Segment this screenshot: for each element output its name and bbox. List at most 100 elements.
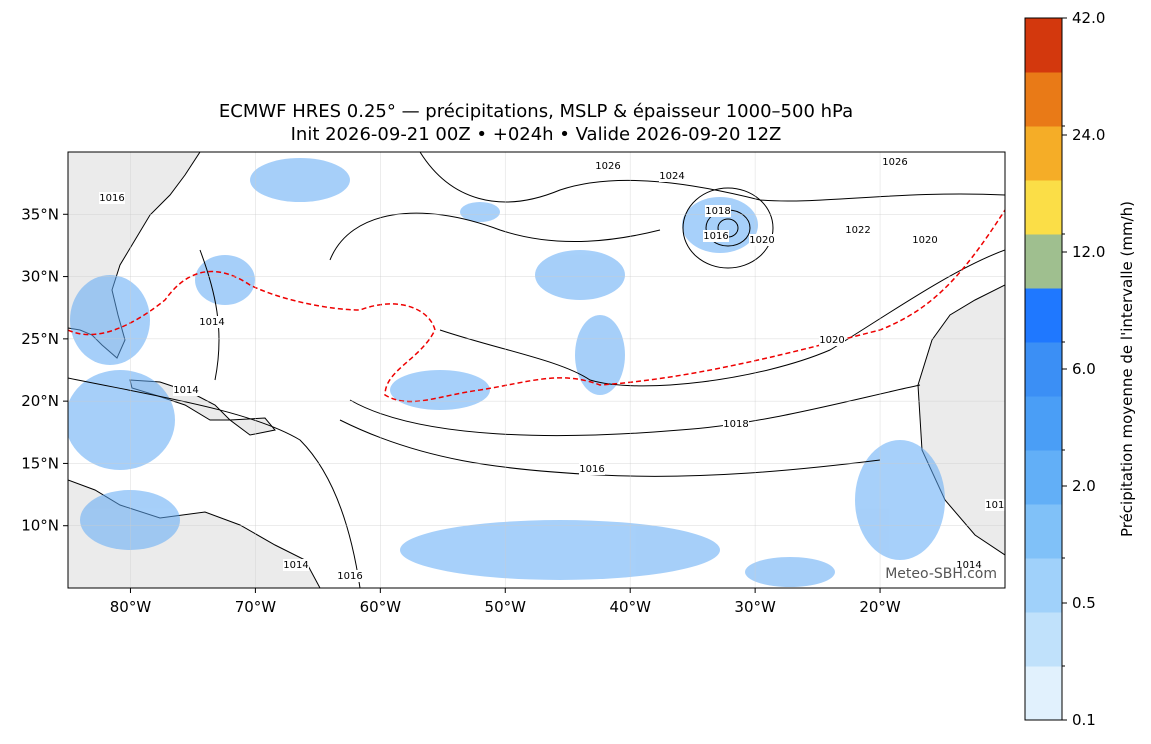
colorbar-tick-label: 42.0 xyxy=(1072,9,1105,27)
y-tick-label: 35°N xyxy=(21,205,59,223)
colorbar-band xyxy=(1025,234,1062,289)
isobar-label: 1018 xyxy=(723,419,748,430)
colorbar-tick-label: 12.0 xyxy=(1072,243,1105,261)
colorbar-tick-label: 2.0 xyxy=(1072,477,1096,495)
isobar-labels: 1026 1024 1026 1016 1018 1016 1020 1022 1020 1020… xyxy=(99,156,1010,582)
isobar-label: 1026 xyxy=(595,161,620,172)
isobars xyxy=(68,152,1005,588)
precip-area xyxy=(80,490,180,550)
precip-area xyxy=(682,197,758,253)
precip-area xyxy=(68,370,175,470)
colorbar-band xyxy=(1025,342,1062,397)
isobar-label: 1014 xyxy=(956,560,981,571)
isobar-label: 1020 xyxy=(912,235,937,246)
colorbar-tick-label: 0.5 xyxy=(1072,594,1096,612)
precip-area xyxy=(250,158,350,202)
y-tick-label: 25°N xyxy=(21,330,59,348)
isobar-label: 1020 xyxy=(819,335,844,346)
isobar-label-bg xyxy=(659,170,685,182)
precip-area xyxy=(745,557,835,587)
colorbar-tick-label: 6.0 xyxy=(1072,360,1096,378)
y-tick-label: 15°N xyxy=(21,454,59,472)
y-tick-label: 10°N xyxy=(21,517,59,535)
colorbar-band xyxy=(1025,558,1062,613)
colorbar-band xyxy=(1025,612,1062,667)
x-tick-label: 40°W xyxy=(609,598,651,616)
precip-area xyxy=(390,370,490,410)
isobar-label-bg xyxy=(845,224,871,236)
y-tick-label: 30°N xyxy=(21,268,59,286)
isobar-label-bg xyxy=(882,156,908,168)
isobar-label: 1014 xyxy=(283,560,308,571)
isobar xyxy=(329,212,661,261)
x-tick-label: 80°W xyxy=(110,598,152,616)
colorbar-band xyxy=(1025,126,1062,181)
y-tick-label: 20°N xyxy=(21,392,59,410)
precip-area xyxy=(460,202,500,222)
isobar-label-bg xyxy=(99,192,125,204)
colorbar-band xyxy=(1025,450,1062,505)
colorbar: 0.1 0.5 2.0 6.0 12.0 24.0 42.0 xyxy=(1024,9,1105,729)
isobar xyxy=(349,384,921,437)
x-tick-label: 50°W xyxy=(485,598,527,616)
precip-area xyxy=(195,255,255,305)
colorbar-band xyxy=(1025,18,1062,73)
isobar-label-bg xyxy=(595,160,621,172)
watermark: Meteo-SBH.com xyxy=(885,566,997,582)
isobar-label: 1016 xyxy=(337,571,362,582)
colorbar-band xyxy=(1025,504,1062,559)
isobar-label: 1014 xyxy=(173,385,198,396)
isobar-label-bg xyxy=(173,384,199,396)
colorbar-band xyxy=(1025,288,1062,343)
isobar-label: 1026 xyxy=(882,157,907,168)
subtitle: Init 2026-09-21 00Z • +024h • Valide 202… xyxy=(291,124,782,145)
x-tick-label: 20°W xyxy=(859,598,901,616)
isobar xyxy=(419,152,1005,203)
precip-area xyxy=(70,275,150,365)
isobar-label-bg xyxy=(283,559,309,571)
thickness-line xyxy=(68,209,1005,403)
precip-area xyxy=(855,440,945,560)
axes: 80°W 70°W 60°W 50°W 40°W 30°W 20°W 10°N 15°N 20°N… xyxy=(21,205,901,616)
map-frame xyxy=(67,151,1006,589)
isobar-label: 1022 xyxy=(845,225,870,236)
isobar-label: 1024 xyxy=(659,171,684,182)
isobar-label-bg xyxy=(985,499,1005,511)
colorbar-band xyxy=(1025,72,1062,127)
isobar xyxy=(439,249,1005,387)
hispaniola xyxy=(228,417,276,436)
x-tick-label: 70°W xyxy=(235,598,277,616)
isobar-label: 1016 xyxy=(99,193,124,204)
isobar-label: 1016 xyxy=(703,231,728,242)
isobar-label: 1016 xyxy=(579,464,604,475)
isobar-label: 1014 xyxy=(985,500,1010,511)
isobar-label: 1014 xyxy=(199,317,224,328)
colorbar-band xyxy=(1025,666,1062,721)
isobar xyxy=(68,377,361,588)
isobar-label-bg xyxy=(337,570,363,582)
colorbar-tick-label: 0.1 xyxy=(1072,711,1096,729)
isobar-label-bg xyxy=(912,234,938,246)
precipitation xyxy=(68,158,945,587)
isobar-label: 1020 xyxy=(749,235,774,246)
precip-area xyxy=(535,250,625,300)
isobar-label-bg xyxy=(703,230,729,242)
colorbar-label: Précipitation moyenne de l'intervalle (m… xyxy=(1118,201,1136,537)
isobar-label-bg xyxy=(199,316,225,328)
isobar-label-bg xyxy=(579,463,605,475)
x-tick-label: 60°W xyxy=(360,598,402,616)
isobar-label: 1018 xyxy=(705,206,730,217)
isobar xyxy=(199,249,220,381)
colorbar-band xyxy=(1025,180,1062,235)
precip-area xyxy=(575,315,625,395)
colorbar-tick-label: 24.0 xyxy=(1072,126,1105,144)
grid xyxy=(68,152,1005,588)
x-tick-label: 30°W xyxy=(734,598,776,616)
isobar-label-bg xyxy=(723,418,749,430)
isobar-label-bg xyxy=(956,559,982,571)
isobar-label-bg xyxy=(749,234,775,246)
precip-area xyxy=(400,520,720,580)
title: ECMWF HRES 0.25° — précipitations, MSLP … xyxy=(219,101,853,122)
isobar xyxy=(682,187,774,269)
